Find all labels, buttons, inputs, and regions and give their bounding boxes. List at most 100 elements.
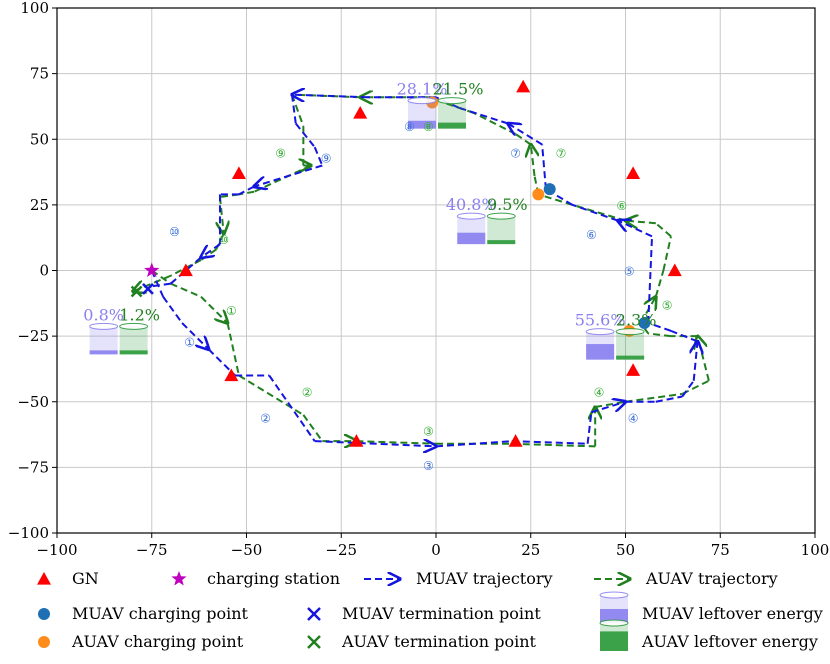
y-tick-label: 100 [20, 0, 49, 17]
legend-entry-charging-station: charging station [171, 569, 340, 588]
legend-muav-energy-icon-fill [600, 609, 628, 623]
muav-segment-label: ④ [628, 412, 639, 426]
y-tick-label: 0 [39, 262, 49, 280]
auav-trajectory-segment [625, 392, 683, 403]
muav-trajectory-segment [435, 440, 512, 448]
muav-energy-cylinder-top [585, 328, 615, 336]
muav-trajectory-segment [647, 236, 654, 324]
auav-trajectory-segment [538, 193, 573, 206]
auav-energy-label: 1.2% [119, 305, 160, 324]
auav-segment-label: ⑨ [275, 146, 286, 160]
axis-ticks: −100 −75 −50 −25 0 25 50 75 100 100 75 50 25 0 −25 −50 −… [8, 0, 830, 559]
legend-charging-station-icon [171, 571, 187, 586]
legend-muav-energy-icon [599, 591, 629, 623]
legend-entry-muav-charge: MUAV charging point [38, 604, 249, 623]
auav-segment-label: ⑤ [662, 299, 673, 313]
muav-trajectory-segment [618, 221, 653, 238]
auav-segment-label: ⑧ [423, 120, 434, 134]
auav-trajectory-segment [595, 400, 626, 408]
legend: GN charging station MUAV trajectory AUAV tr… [37, 569, 823, 651]
muav-trajectory-segment [207, 348, 236, 377]
auav-trajectory-segment [473, 112, 517, 135]
gn-marker [349, 434, 364, 447]
auav-trajectory-segment [238, 374, 304, 416]
auav-trajectory-segment [531, 145, 535, 177]
x-tick-label: −25 [325, 541, 357, 559]
legend-entry-auav-energy: AUAV leftover energy [599, 619, 818, 651]
gn-marker [353, 106, 368, 119]
muav-segment-label: ⑦ [510, 146, 521, 160]
muav-energy-cylinder-top [407, 97, 437, 105]
legend-entry-muav-traj: MUAV trajectory [364, 569, 553, 588]
gn-marker [178, 263, 193, 277]
auav-segment-label: ⑩ [218, 233, 229, 247]
legend-auav-termination-icon [307, 635, 321, 649]
auav-segment-label: ⑦ [556, 146, 567, 160]
muav-segment-label: ⑨ [321, 152, 332, 166]
muav-energy-label: 0.8% [83, 305, 124, 324]
x-tick-label: −50 [231, 541, 263, 559]
legend-entry-auav-term: AUAV termination point [307, 632, 536, 651]
auav-trajectory-segment [654, 270, 665, 298]
muav-trajectory-segment [647, 322, 672, 332]
muav-energy-label: 28.1% [397, 80, 448, 99]
muav-trajectory-segment [670, 329, 698, 343]
auav-segment-label: ③ [423, 425, 434, 439]
muav-trajectory-segment [181, 322, 209, 349]
auav-termination-point-stroke [130, 285, 143, 298]
gn-marker [516, 79, 531, 93]
muav-trajectory-segment [162, 296, 183, 324]
muav-trajectory-segment [313, 146, 324, 166]
auav-charging-point [532, 188, 545, 201]
muav-trajectory-segment [508, 124, 543, 146]
auav-trajectory-segment [655, 222, 672, 238]
muav-segment-label: ① [184, 335, 195, 349]
legend-label: MUAV charging point [72, 604, 249, 623]
auav-termination-point [130, 285, 143, 298]
gn-marker [667, 263, 682, 277]
muav-trajectory-segment [681, 380, 695, 398]
muav-trajectory-segment [294, 122, 316, 148]
muav-trajectory-segment [201, 243, 221, 257]
muav-energy-cylinder [456, 212, 486, 245]
muav-trajectory-segment [591, 402, 625, 414]
muav-trajectory-segment [290, 94, 297, 124]
muav-charging-point [543, 183, 556, 196]
legend-label: charging station [207, 569, 340, 588]
gn-marker [231, 166, 246, 179]
x-tick-label: −75 [136, 541, 168, 559]
muav-segment-label: ⑥ [586, 228, 597, 242]
muav-trajectory-segment [511, 440, 588, 445]
muav-energy-label: 40.8% [446, 195, 497, 214]
auav-trajectory-segment [698, 336, 710, 381]
muav-trajectory-segment [292, 95, 368, 98]
muav-segment-label: ⑩ [169, 225, 180, 239]
x-tick-label: 100 [801, 541, 830, 559]
legend-label: MUAV leftover energy [642, 604, 823, 623]
auav-segment-label: ② [302, 385, 313, 399]
auav-trajectory-segment [428, 96, 475, 114]
gn-marker [626, 363, 641, 376]
auav-trajectory-segment [511, 442, 596, 448]
auav-energy-cylinder-fill [119, 350, 148, 355]
muav-trajectory-segment [151, 282, 171, 288]
muav-trajectory-segment [655, 395, 683, 403]
muav-trajectory-segment [238, 185, 255, 196]
legend-auav-energy-icon [599, 619, 629, 651]
muav-energy-cylinder-fill [89, 350, 118, 355]
auav-trajectory-segment [200, 296, 228, 323]
muav-energy-cylinder-fill [586, 344, 615, 360]
x-tick-label: 25 [521, 541, 540, 559]
muav-segment-label: ② [260, 412, 271, 426]
auav-trajectory-segment [648, 332, 672, 338]
plot-area: 0.8%1.2% 40.8%9.5% 55.6%2.3% 28.1%21.5% ① ① ② ②… [83, 79, 710, 473]
legend-auav-termination-icon-stroke [307, 635, 321, 649]
muav-trajectory-segment [458, 106, 509, 125]
auav-trajectory-segment [302, 414, 324, 442]
muav-energy-cylinder-body [89, 326, 118, 355]
legend-label: AUAV charging point [71, 632, 244, 651]
x-tick-label: −100 [36, 541, 77, 559]
auav-trajectory-segment [170, 282, 202, 298]
legend-entry-gn: GN [37, 569, 99, 588]
